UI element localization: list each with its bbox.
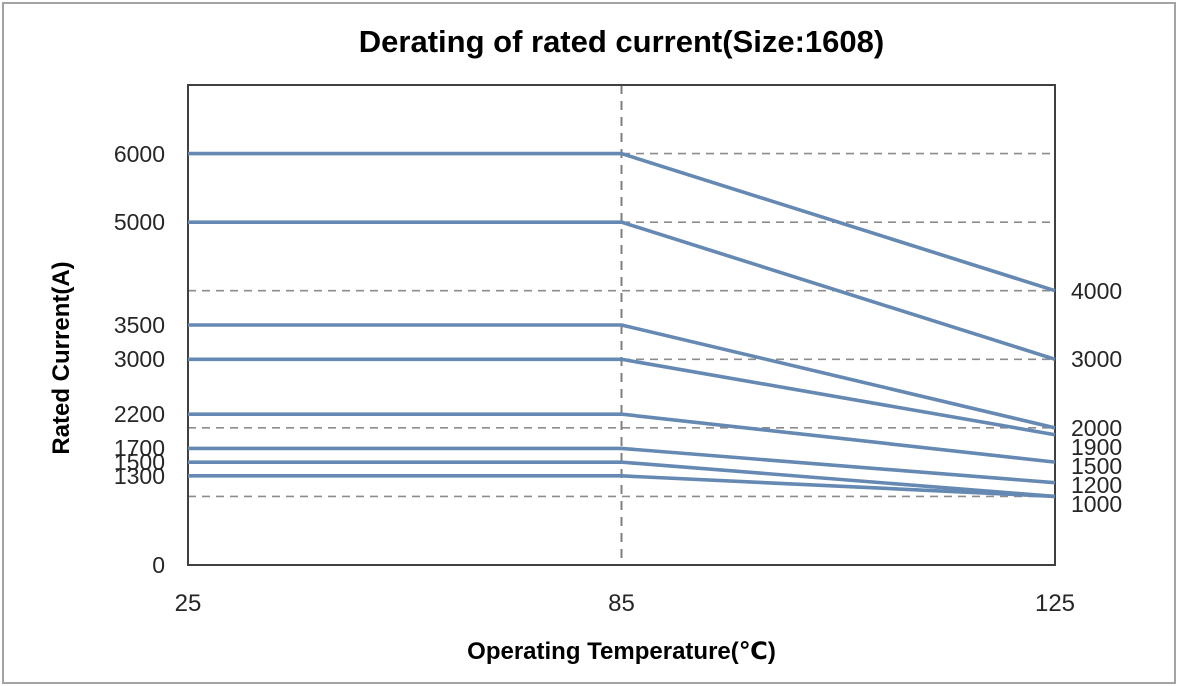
y-axis-tick-label-6000: 6000 <box>113 140 165 167</box>
right-end-label-4000: 4000 <box>1071 277 1123 304</box>
series-line-1700a-part <box>188 446 1056 485</box>
y-axis-tick-label-1500: 1500 <box>113 449 165 476</box>
y-axis-tick-label-1700: 1700 <box>113 435 165 462</box>
right-end-label-1200: 1200 <box>1071 471 1123 498</box>
x-axis-tick-label-25: 25 <box>174 590 202 617</box>
right-end-label-2000: 2000 <box>1071 414 1123 441</box>
chart-title: Derating of rated current(Size:1608) <box>358 24 885 59</box>
series-line-3000a-part <box>188 357 1056 437</box>
y-axis-tick-label-2200: 2200 <box>113 401 165 428</box>
right-end-label-1900: 1900 <box>1071 433 1123 460</box>
right-end-label-1500: 1500 <box>1071 452 1123 479</box>
x-axis-tick-label-125: 125 <box>1034 590 1076 617</box>
right-end-label-3000: 3000 <box>1071 346 1123 373</box>
series-line-2200a-part <box>188 412 1056 464</box>
y-axis-tick-label-1300: 1300 <box>113 462 165 489</box>
series-line-1500a-part <box>188 460 1056 499</box>
series-line-1300a-part <box>188 474 1056 499</box>
series-line-6000a-part <box>188 151 1056 293</box>
x-axis-tick-label-85: 85 <box>608 590 635 617</box>
series-line-5000a-part <box>188 220 1056 362</box>
right-end-label-1000: 1000 <box>1071 490 1123 517</box>
y-axis-tick-label-3500: 3500 <box>113 312 165 338</box>
series-line-3500a-part <box>188 323 1056 430</box>
x-axis-title: Operating Temperature(℃) <box>467 638 776 665</box>
y-axis-tick-label-3000: 3000 <box>113 346 165 373</box>
y-axis-tick-label-5000: 5000 <box>113 209 165 236</box>
y-axis-tick-label-0: 0 <box>152 552 165 578</box>
